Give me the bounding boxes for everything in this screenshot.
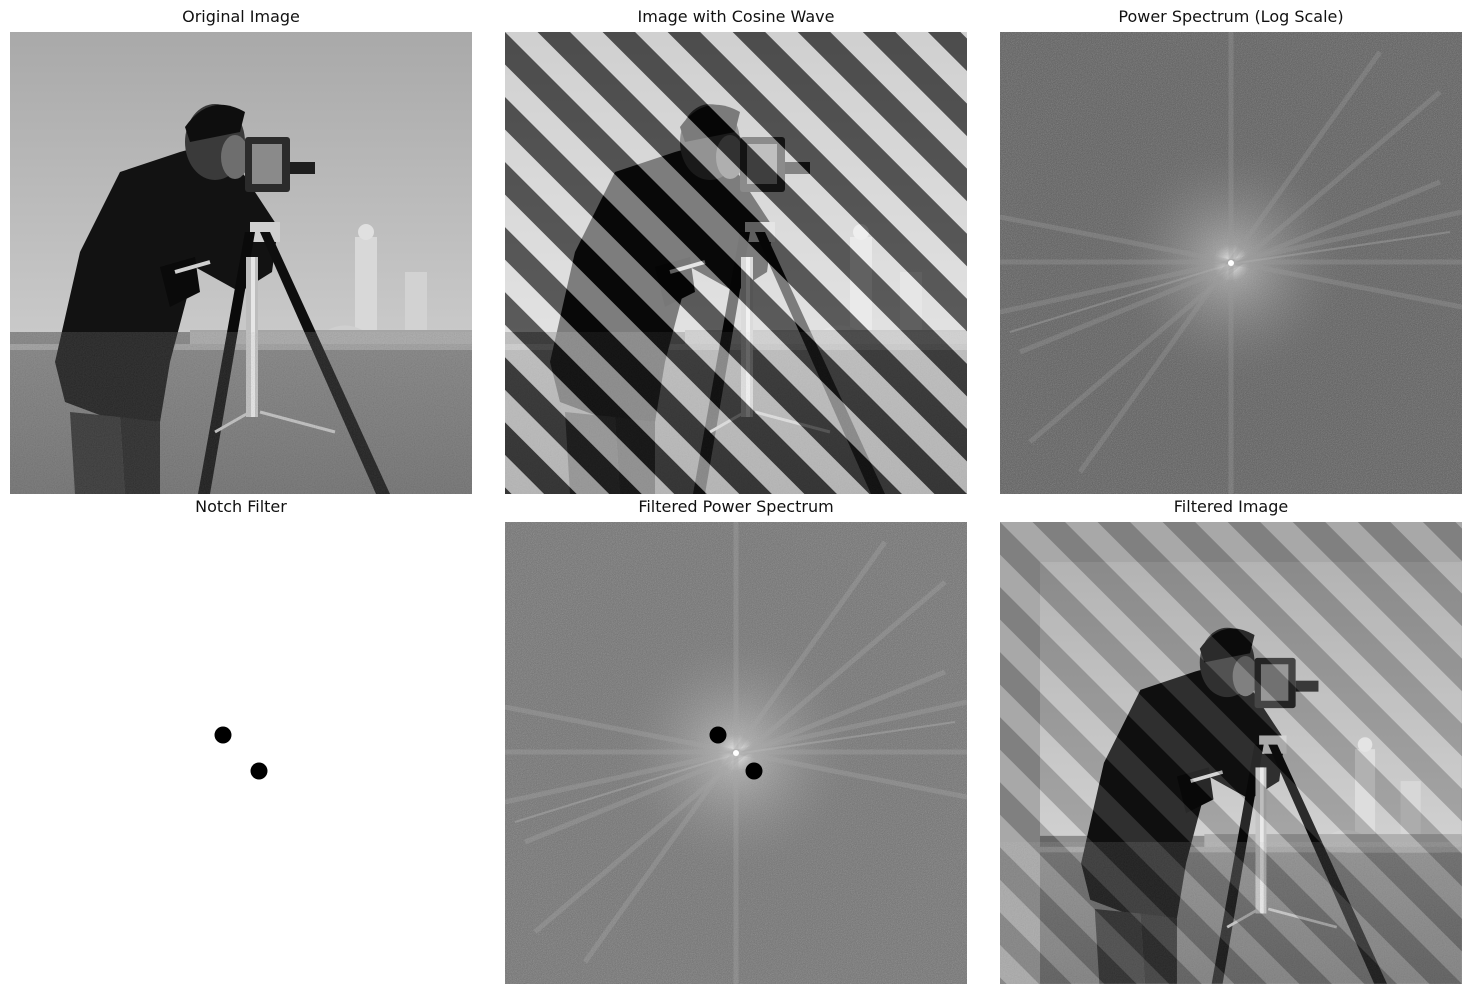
panel-title-original-image: Original Image	[182, 7, 300, 26]
original-image-panel	[10, 32, 472, 494]
filtered-power-spectrum-image	[505, 522, 967, 984]
cosine-wave-image-panel	[505, 32, 967, 494]
panel-title-filtered-power-spectrum: Filtered Power Spectrum	[638, 497, 834, 516]
filtered-power-spectrum-panel	[505, 522, 967, 984]
panel-title-notch-filter: Notch Filter	[195, 497, 287, 516]
original-image	[10, 32, 472, 494]
notch-hole-upper	[214, 726, 232, 744]
panel-title-filtered-image: Filtered Image	[1173, 497, 1289, 516]
power-spectrum-image	[1000, 32, 1462, 494]
panel-title-power-spectrum: Power Spectrum (Log Scale)	[1118, 7, 1344, 26]
notch-hole-lower	[250, 762, 268, 780]
filtered-image	[1000, 522, 1462, 984]
notch-filter-panel	[10, 522, 472, 984]
notch-filter-image	[10, 522, 472, 984]
filtered-notch-upper	[709, 726, 727, 744]
cosine-wave-image	[505, 32, 967, 494]
panel-title-image-with-cosine-wave: Image with Cosine Wave	[637, 7, 835, 26]
filtered-image-panel	[1000, 522, 1462, 984]
spectrum-dc-peak	[1228, 260, 1234, 266]
power-spectrum-panel	[1000, 32, 1462, 494]
filtered-notch-lower	[745, 762, 763, 780]
